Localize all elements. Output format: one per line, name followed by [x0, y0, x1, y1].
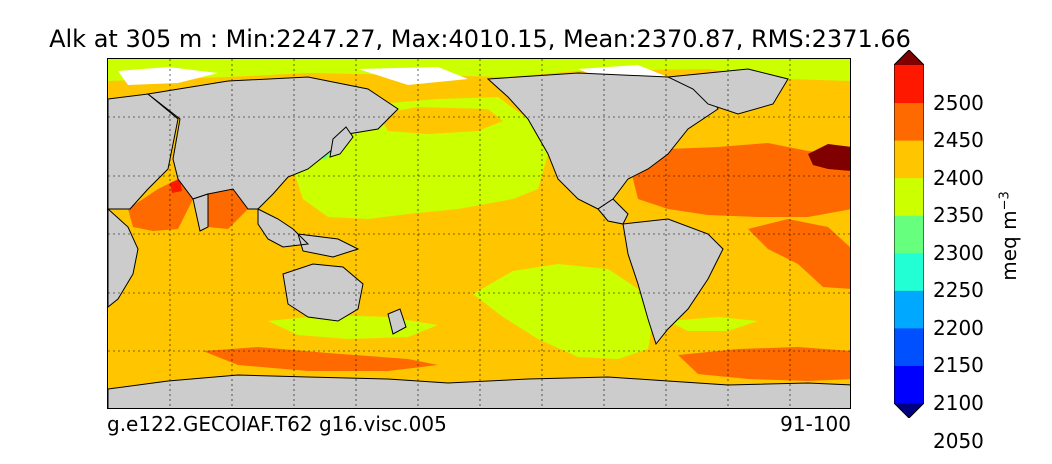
japan-land — [329, 126, 354, 158]
south-america-land — [622, 218, 724, 346]
arctic-ice — [118, 65, 668, 85]
colorbar-tick-label: 2200 — [933, 315, 984, 340]
central-america-land — [597, 198, 629, 225]
colorbar-band — [894, 215, 924, 254]
colorbar-tick-label: 2500 — [933, 90, 984, 115]
colorbar-tick-label: 2100 — [933, 391, 984, 415]
india-land — [192, 193, 209, 232]
bay-of-bengal-high-alk-region — [208, 189, 248, 229]
colorbar-unit-base: meq m — [997, 210, 1021, 281]
colorbar-band — [894, 102, 924, 141]
red-sea-max-spot — [170, 179, 182, 193]
australia-land — [282, 263, 364, 322]
colorbar-band — [894, 365, 924, 404]
maritime-asia-land — [257, 208, 360, 258]
southern-ocean-high-alk-band — [203, 347, 438, 371]
new-zealand-land — [387, 308, 407, 335]
colorbar-tick-label: 2250 — [933, 278, 984, 303]
south-atlantic-high-alk-region — [748, 219, 850, 289]
south-atlantic-southern-high-band — [678, 347, 850, 381]
colorbar-band — [894, 140, 924, 179]
colorbar-band — [894, 65, 924, 104]
greenland-land — [666, 68, 789, 115]
colorbar-unit-exponent: −3 — [997, 191, 1013, 211]
colorbar-band — [894, 290, 924, 329]
mediterranean-max-region — [808, 144, 850, 171]
year-range-label: 91-100 — [780, 412, 851, 436]
south-pacific-low-alk-region — [473, 264, 653, 359]
colorbar-unit-label: meq m−3 — [997, 191, 1021, 281]
colorbar-band — [894, 327, 924, 366]
graticule — [108, 59, 850, 408]
colorbar-band — [894, 252, 924, 291]
colorbar-band — [894, 177, 924, 216]
land-masses — [108, 68, 850, 408]
nw-pacific-subtropical-pocket — [378, 107, 503, 134]
run-label: g.e122.GECOIAF.T62 g16.visc.005 — [107, 412, 447, 436]
map-title: Alk at 305 m : Min:2247.27, Max:4010.15,… — [49, 25, 911, 53]
antarctica-land — [108, 374, 850, 408]
colorbar-segments — [894, 50, 924, 418]
colorbar-extend-high — [894, 50, 924, 65]
arctic-low-alk-region — [108, 59, 850, 81]
colorbar-tick-label: 2050 — [933, 428, 984, 453]
colorbar-tick-label: 2350 — [933, 203, 984, 228]
colorbar — [894, 50, 924, 418]
colorbar-tick-label: 2450 — [933, 128, 984, 153]
colorbar-extend-low — [894, 403, 924, 418]
africa-south-land — [108, 208, 139, 308]
colorbar-tick-label: 2150 — [933, 353, 984, 378]
ocean-map — [107, 58, 851, 409]
colorbar-tick-label: 2300 — [933, 240, 984, 265]
colorbar-tick-label: 2400 — [933, 165, 984, 190]
eurasia-land — [146, 76, 399, 210]
north-atlantic-high-alk-region — [628, 143, 850, 217]
